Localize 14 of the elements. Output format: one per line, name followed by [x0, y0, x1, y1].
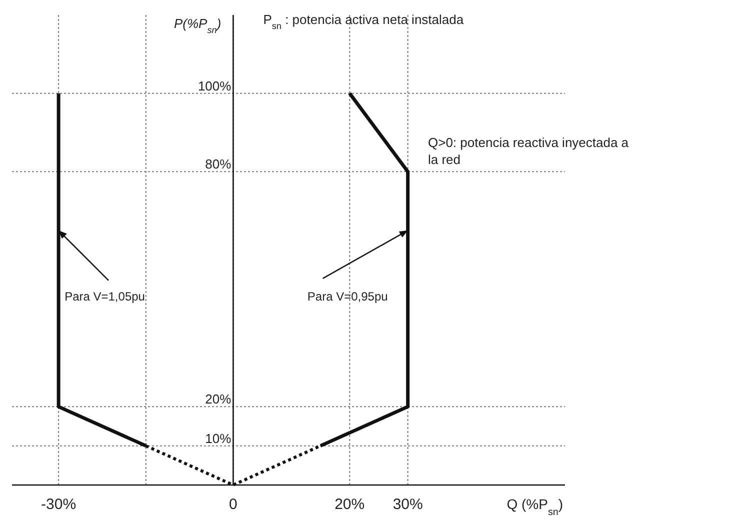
annotation: Para V=1,05pu [64, 289, 145, 304]
x-tick-label: 20% [334, 496, 365, 513]
y-tick-label: 80% [205, 156, 232, 172]
y-tick-label: 20% [205, 392, 232, 407]
annotation: Q>0: potencia reactiva inyectada a la red [428, 135, 630, 167]
annotation: Para V=0,95pu [307, 289, 388, 304]
x-axis-title: Q (%P$_{sn}$) [506, 496, 563, 518]
y-tick-label: 10% [205, 430, 232, 446]
y-tick-label: 100% [198, 78, 232, 94]
x-tick-label: 30% [392, 496, 423, 513]
x-tick-label: -30% [41, 496, 76, 513]
x-tick-label: 0 [229, 496, 238, 513]
y-axis-title: P(%P$_{sn}$) [174, 16, 222, 35]
annotation: P$_{sn}$ : potencia activa neta instalada [263, 12, 464, 31]
